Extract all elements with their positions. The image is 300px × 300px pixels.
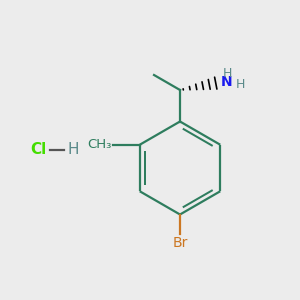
Text: Cl: Cl xyxy=(30,142,46,158)
Text: CH₃: CH₃ xyxy=(87,138,111,151)
Text: Br: Br xyxy=(172,236,188,250)
Text: N: N xyxy=(220,76,232,89)
Text: H: H xyxy=(236,77,245,91)
Text: H: H xyxy=(68,142,79,158)
Text: H: H xyxy=(223,67,232,80)
